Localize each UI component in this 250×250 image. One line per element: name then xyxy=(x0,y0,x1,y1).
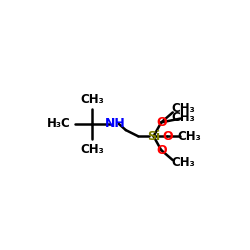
Text: O: O xyxy=(162,130,173,143)
Text: CH₃: CH₃ xyxy=(177,130,201,143)
Text: O: O xyxy=(156,116,166,129)
Text: Si: Si xyxy=(147,130,160,143)
Text: CH₃: CH₃ xyxy=(171,102,195,115)
Text: CH₃: CH₃ xyxy=(80,93,104,106)
Text: CH₃: CH₃ xyxy=(171,111,195,124)
Text: CH₃: CH₃ xyxy=(80,143,104,156)
Text: NH: NH xyxy=(105,118,126,130)
Text: O: O xyxy=(156,144,166,156)
Text: CH₃: CH₃ xyxy=(171,156,195,169)
Text: H₃C: H₃C xyxy=(47,118,71,130)
